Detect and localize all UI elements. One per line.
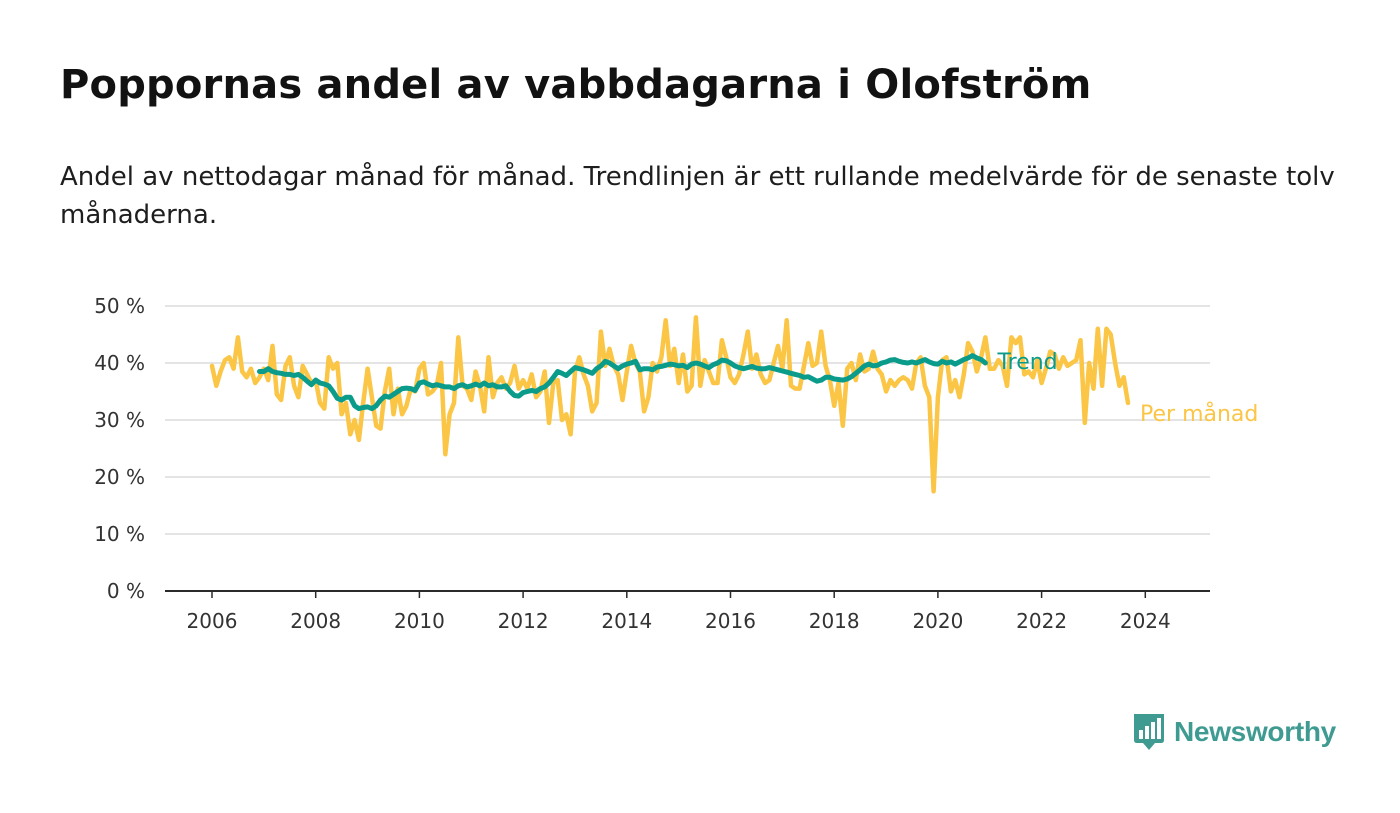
bar-chart-badge-icon <box>1134 714 1164 750</box>
x-tick-label: 2020 <box>912 609 963 633</box>
badge-bar-3 <box>1151 722 1155 739</box>
axes: 0 % 10 % 20 % 30 % 40 % 50 % 2006 2008 2010 2012 2… <box>94 294 1210 633</box>
series-lines <box>209 315 1131 494</box>
trend-series-line <box>257 353 988 412</box>
x-tick-label: 2024 <box>1120 609 1171 633</box>
y-tick-label: 40 % <box>94 351 145 375</box>
y-tick-label: 10 % <box>94 522 145 546</box>
badge-bar-2 <box>1145 726 1149 739</box>
chart-title: Poppornas andel av vabbdagarna i Olofstr… <box>60 62 1092 108</box>
line-chart: 0 % 10 % 20 % 30 % 40 % 50 % 2006 2008 2010 2012 2… <box>94 294 1258 633</box>
series-labels: Per månad Trend <box>996 350 1258 427</box>
badge-bar-4 <box>1157 718 1161 739</box>
y-tick-label: 50 % <box>94 294 145 318</box>
x-tick-label: 2012 <box>498 609 549 633</box>
monthly-series-line <box>209 315 1131 494</box>
x-tick-label: 2008 <box>290 609 341 633</box>
chart-subtitle: Andel av nettodagar månad för månad. Tre… <box>60 162 1335 230</box>
logo-text: Newsworthy <box>1174 716 1336 747</box>
x-tick-label: 2006 <box>187 609 238 633</box>
y-tick-label: 0 % <box>107 579 145 603</box>
x-tick-label: 2022 <box>1016 609 1067 633</box>
x-tick-label: 2016 <box>705 609 756 633</box>
y-tick-label: 20 % <box>94 465 145 489</box>
x-tick-label: 2010 <box>394 609 445 633</box>
x-tick-label: 2018 <box>809 609 860 633</box>
series-label: Per månad <box>1140 401 1258 427</box>
badge-bar-1 <box>1139 730 1143 739</box>
series-label: Trend <box>996 350 1057 375</box>
x-tick-label: 2014 <box>601 609 652 633</box>
gridlines <box>165 305 1210 535</box>
y-tick-label: 30 % <box>94 408 145 432</box>
newsworthy-logo[interactable]: Newsworthy <box>1132 712 1336 752</box>
